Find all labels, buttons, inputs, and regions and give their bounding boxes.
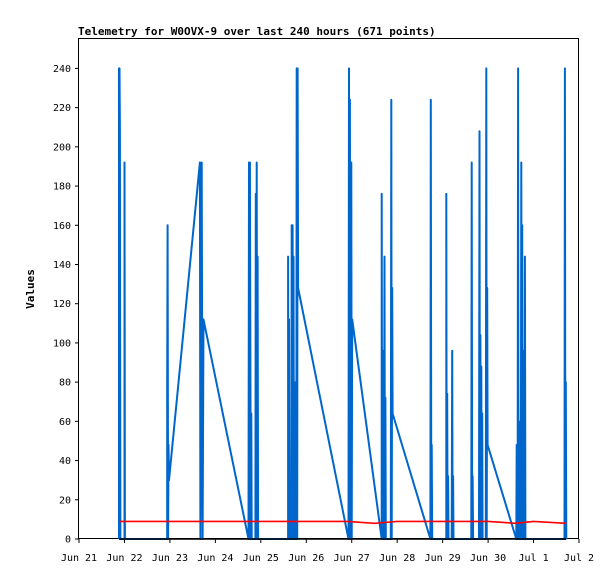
- chart-title: Telemetry for W0OVX-9 over last 240 hour…: [78, 25, 436, 38]
- x-tick-label: Jun 23: [152, 553, 188, 564]
- plot-area-frame: [78, 38, 579, 539]
- y-tick-label: 100: [53, 338, 71, 349]
- y-axis-label: Values: [24, 269, 37, 309]
- y-tick-label: 140: [53, 260, 71, 271]
- x-axis-ticks: Jun 21 Jun 22 Jun 23 Jun 24 Jun 25 Jun 26 Jun …: [61, 539, 594, 564]
- y-axis-ticks: 0 20 40 60 80 100 120 140 160 180 200 220 240: [53, 64, 79, 546]
- y-tick-label: 40: [59, 456, 71, 467]
- x-tick-label: Jul 1: [518, 553, 548, 564]
- x-tick-label: Jun 24: [197, 553, 233, 564]
- x-tick-label: Jun 25: [243, 553, 279, 564]
- x-tick-label: Jun 22: [106, 553, 142, 564]
- series-line-1: [119, 520, 567, 525]
- x-tick-label: Jun 27: [334, 553, 370, 564]
- x-tick-label: Jun 21: [61, 553, 97, 564]
- x-tick-label: Jun 26: [288, 553, 324, 564]
- y-tick-label: 200: [53, 142, 71, 153]
- y-tick-label: 60: [59, 417, 71, 428]
- series-layer: [118, 67, 568, 540]
- y-tick-label: 240: [53, 64, 71, 75]
- x-tick-label: Jun 28: [379, 553, 415, 564]
- x-tick-label: Jun 29: [425, 553, 461, 564]
- y-tick-label: 0: [65, 535, 71, 546]
- x-tick-label: Jul 2: [564, 553, 594, 564]
- y-tick-label: 80: [59, 378, 71, 389]
- y-tick-label: 20: [59, 495, 71, 506]
- y-tick-label: 120: [53, 299, 71, 310]
- y-tick-label: 220: [53, 103, 71, 114]
- x-tick-label: Jun 30: [470, 553, 506, 564]
- series-line-0: [118, 67, 568, 540]
- y-tick-label: 160: [53, 221, 71, 232]
- y-tick-label: 180: [53, 182, 71, 193]
